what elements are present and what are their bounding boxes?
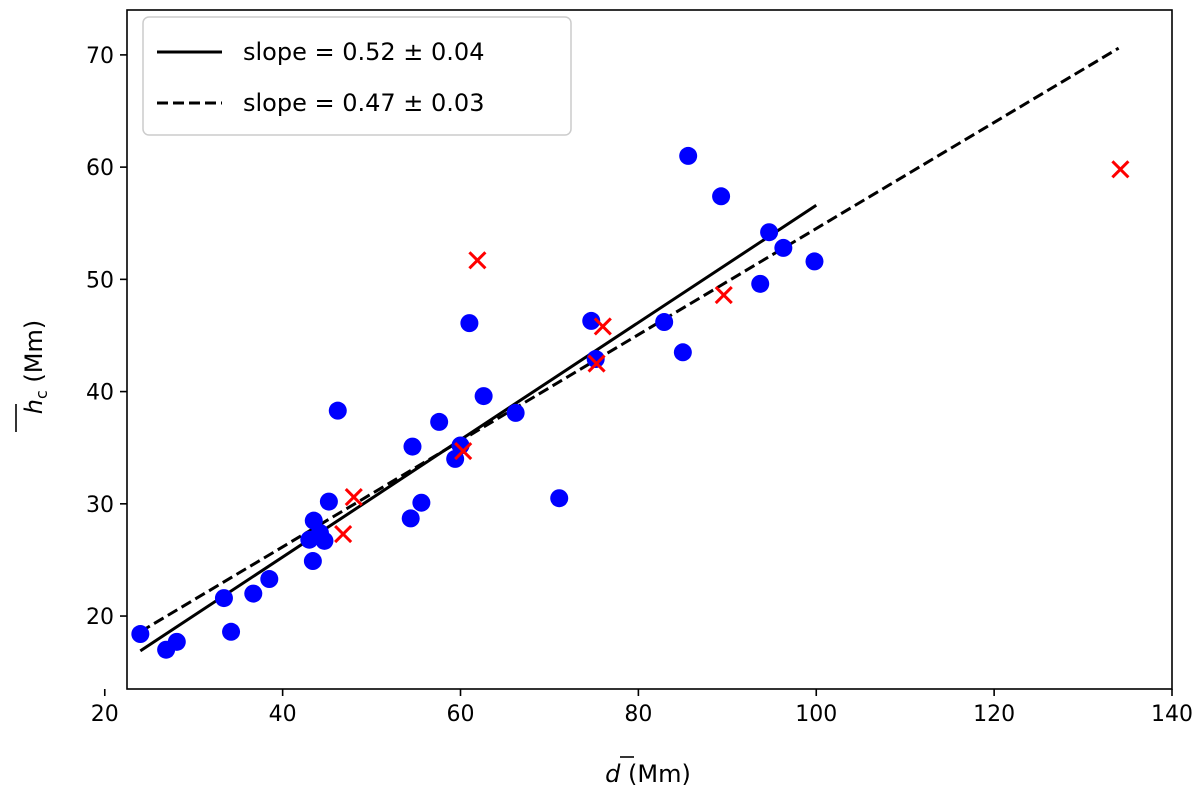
fit-lines	[139, 46, 1120, 653]
data-point-cross	[714, 286, 733, 305]
data-point-cross	[344, 488, 363, 507]
legend-label-dashed: slope = 0.47 ± 0.03	[243, 89, 484, 117]
legend-label-solid: slope = 0.52 ± 0.04	[243, 38, 484, 66]
y-axis-label-symbol: h	[20, 399, 48, 414]
data-point-circle	[679, 146, 698, 165]
y-tick-label: 50	[86, 268, 114, 293]
data-point-circle	[430, 412, 449, 431]
plot-area-frame	[126, 9, 1173, 690]
data-point-circle	[303, 552, 322, 571]
y-tick-label: 20	[86, 605, 114, 630]
x-tick-label: 80	[624, 702, 652, 727]
data-point-cross	[593, 317, 612, 336]
data-point-circle	[222, 622, 241, 641]
data-point-cross	[1111, 160, 1130, 179]
solid-fit-line	[139, 204, 818, 653]
data-point-circle	[751, 274, 770, 293]
y-tick-label: 60	[86, 156, 114, 181]
data-point-circle	[712, 187, 731, 206]
y-axis-label-subscript: c	[32, 390, 51, 399]
data-point-circle	[403, 437, 422, 456]
x-tick-label: 100	[795, 702, 837, 727]
legend-box	[142, 16, 572, 136]
data-point-cross	[468, 251, 487, 270]
data-point-circle	[460, 314, 479, 333]
data-point-circle	[582, 311, 601, 330]
x-tick-label: 120	[973, 702, 1015, 727]
data-point-circle	[655, 313, 674, 332]
axis-ticks: 20 40 60 80 100 120 140 20 30 40 50 60 70	[86, 44, 1193, 727]
data-point-circle	[550, 489, 569, 508]
svg-text:hc (Mm): hc (Mm)	[20, 320, 51, 414]
data-point-circle	[474, 387, 493, 406]
y-tick-label: 30	[86, 493, 114, 518]
legend: slope = 0.52 ± 0.04 slope = 0.47 ± 0.03	[142, 16, 572, 136]
x-axis-label: d (Mm)	[605, 756, 691, 788]
data-point-circle	[774, 238, 793, 257]
y-tick-label: 40	[86, 381, 114, 406]
data-point-cross	[334, 525, 353, 544]
data-point-circle	[586, 350, 605, 369]
data-point-circle	[673, 343, 692, 362]
data-point-circle	[315, 531, 334, 550]
data-point-circle	[328, 401, 347, 420]
data-point-circle	[412, 493, 431, 512]
svg-text:d (Mm): d (Mm)	[605, 760, 691, 788]
y-axis-label-unit: (Mm)	[20, 320, 48, 390]
x-tick-label: 40	[269, 702, 297, 727]
x-tick-label: 140	[1151, 702, 1193, 727]
x-axis-label-symbol: d	[605, 760, 621, 788]
data-point-cross	[454, 442, 473, 461]
data-point-circle	[805, 252, 824, 271]
data-point-circle	[319, 492, 338, 511]
dashed-fit-line	[139, 46, 1120, 634]
x-tick-label: 60	[447, 702, 475, 727]
data-point-circle	[244, 584, 263, 603]
data-point-cross	[587, 354, 606, 373]
data-point-circle	[131, 625, 150, 644]
y-axis-label: hc (Mm)	[15, 320, 51, 432]
data-point-circle	[760, 223, 779, 242]
x-axis-label-unit: (Mm)	[620, 760, 690, 788]
data-point-circle	[167, 632, 186, 651]
data-point-circle	[260, 570, 279, 589]
data-point-circle	[401, 509, 420, 528]
y-tick-label: 70	[86, 44, 114, 69]
x-tick-label: 20	[91, 702, 119, 727]
data-points	[131, 146, 1130, 659]
data-point-circle	[214, 589, 233, 608]
data-point-circle	[506, 403, 525, 422]
